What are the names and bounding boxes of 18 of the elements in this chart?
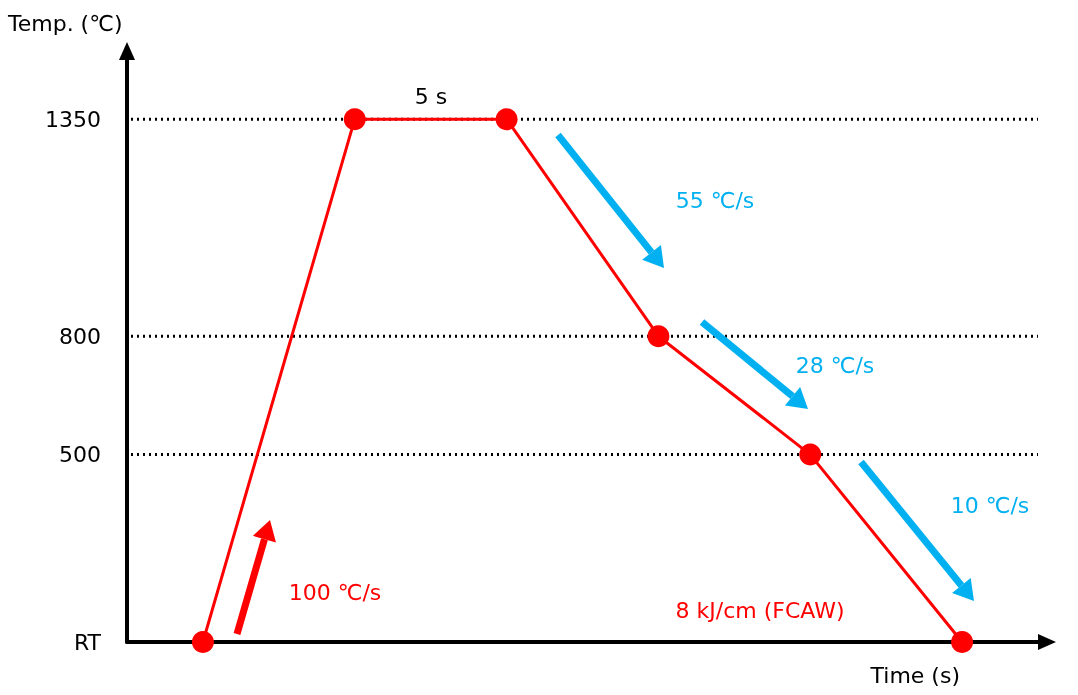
- point: [647, 325, 670, 348]
- point: [343, 108, 366, 131]
- annotation: 100 ℃/s: [288, 579, 382, 605]
- y-tick-label: RT: [73, 629, 102, 655]
- annotation: 5 s: [414, 83, 448, 109]
- annotation: 55 ℃/s: [675, 187, 755, 213]
- y-tick-label: 500: [59, 442, 101, 468]
- y-tick-label: 800: [59, 323, 101, 349]
- y-axis-title: Temp. (℃): [7, 10, 123, 36]
- point: [191, 631, 214, 653]
- annotation: 8 kJ/cm (FCAW): [675, 597, 845, 623]
- point: [495, 108, 518, 131]
- point: [951, 631, 974, 653]
- y-tick-label: 1350: [45, 106, 101, 132]
- x-axis-title: Time (s): [869, 662, 961, 688]
- annotation: 28 ℃/s: [795, 352, 875, 378]
- annotation: 10 ℃/s: [950, 492, 1030, 518]
- point: [799, 443, 822, 466]
